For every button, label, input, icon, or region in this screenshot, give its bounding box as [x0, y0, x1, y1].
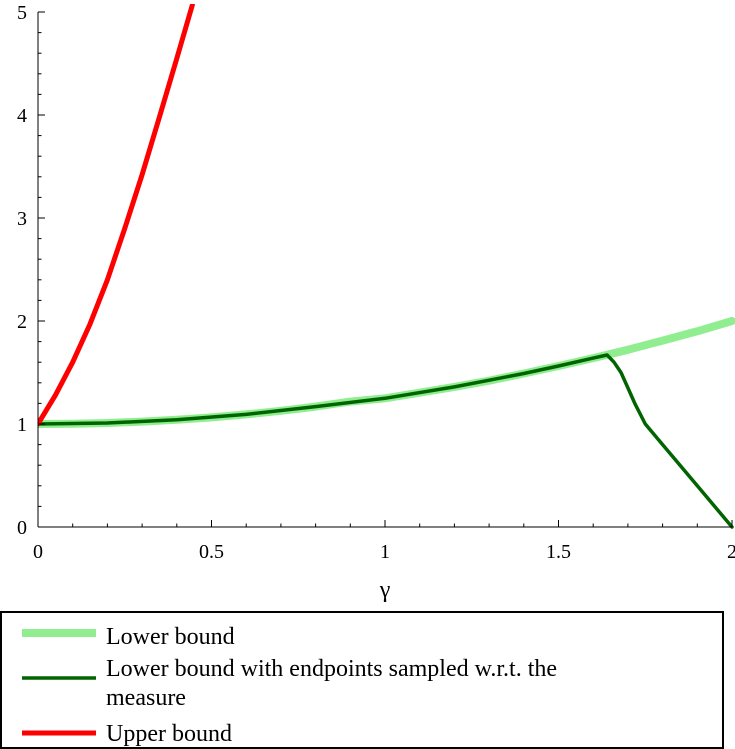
- legend-items: Lower bound Lower bound with endpoints sa…: [22, 624, 557, 747]
- y-tick-label: 3: [17, 208, 27, 230]
- x-tick-label: 2: [727, 541, 735, 563]
- series-line-3: [38, 4, 195, 427]
- series-line-2: [38, 353, 734, 529]
- series-layer: [38, 4, 735, 529]
- x-tick-label: 0.5: [199, 541, 224, 563]
- x-axis-title: γ: [379, 577, 391, 603]
- y-tick-label: 1: [17, 414, 27, 436]
- series-line-1: [38, 317, 735, 428]
- legend: Lower bound Lower bound with endpoints sa…: [0, 611, 724, 749]
- y-tick-label: 4: [17, 105, 27, 127]
- plot-area: 0 0.5 1 1.5 2 0 1 2 3 4 5 γ: [17, 2, 735, 603]
- y-tick-label: 0: [17, 517, 27, 539]
- legend-label-1: Lower bound: [106, 624, 235, 650]
- legend-label-3: Upper bound: [106, 721, 232, 747]
- y-tick-label: 5: [17, 2, 27, 24]
- x-tick-label: 0: [33, 541, 43, 563]
- legend-box: [0, 611, 724, 749]
- x-tick-label: 1.5: [546, 541, 571, 563]
- y-tick-label: 2: [17, 311, 27, 333]
- x-ticks: 0 0.5 1 1.5 2: [33, 520, 735, 563]
- x-tick-label: 1: [380, 541, 390, 563]
- legend-label-2: measure: [106, 685, 186, 711]
- legend-label-2: Lower bound with endpoints sampled w.r.t…: [106, 656, 557, 682]
- y-ticks: 0 1 2 3 4 5: [17, 2, 45, 539]
